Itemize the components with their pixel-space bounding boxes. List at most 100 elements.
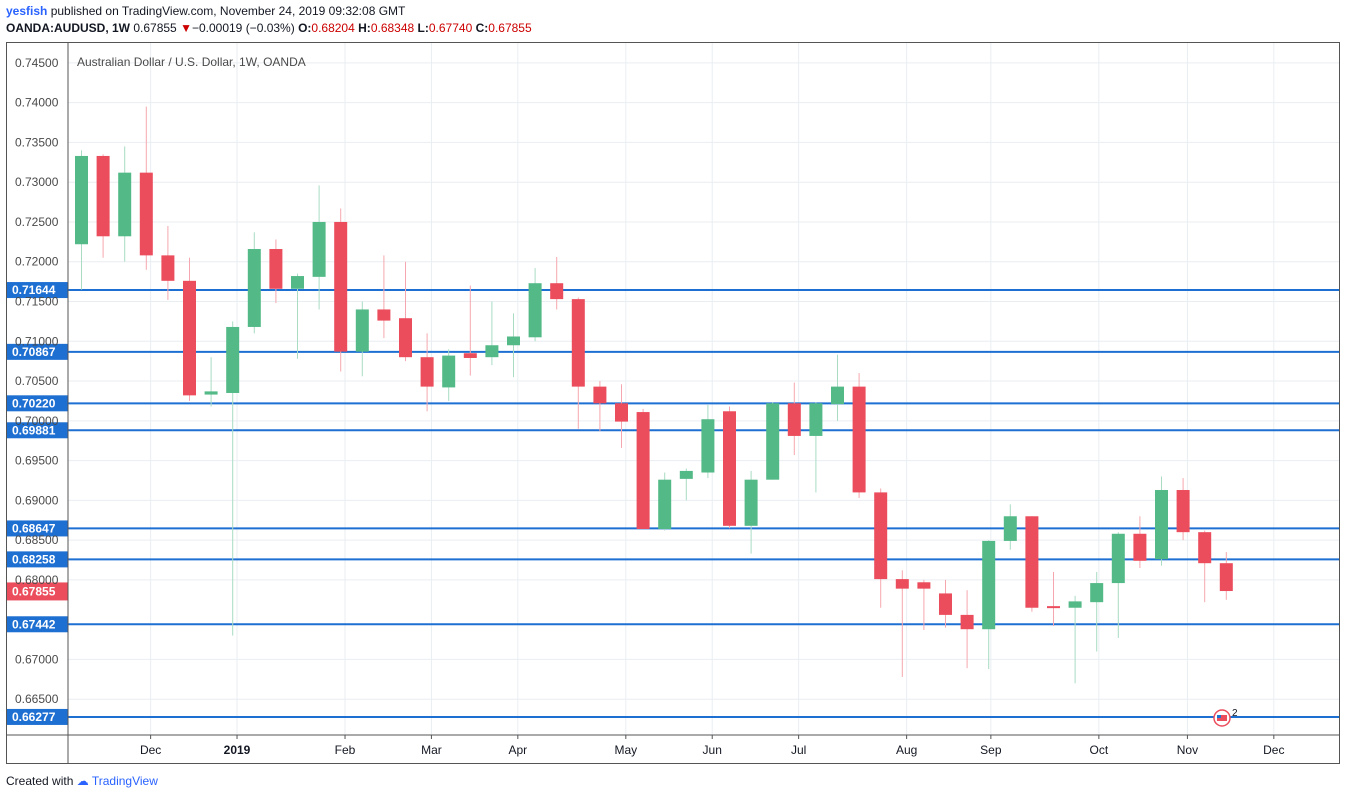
candle-body xyxy=(1047,606,1060,609)
chart-title: Australian Dollar / U.S. Dollar, 1W, OAN… xyxy=(77,55,306,69)
level-price-label: 0.70220 xyxy=(12,396,56,410)
tradingview-logo-icon: ☁ xyxy=(76,774,89,788)
candle-body xyxy=(766,403,780,480)
candle-body xyxy=(1068,601,1082,608)
candle-body xyxy=(939,593,952,615)
candle-body xyxy=(917,582,931,589)
y-tick-label: 0.70000 xyxy=(15,414,59,428)
candle-body xyxy=(204,391,218,395)
candle-body xyxy=(1090,583,1104,603)
candle-body xyxy=(679,470,693,479)
candle-body xyxy=(1133,533,1147,561)
chart-frame[interactable]: 0.71644 0.70867 0.70220 0.69881 0.68647 0.682… xyxy=(6,42,1340,764)
high-value: 0.68348 xyxy=(370,21,415,35)
chart-header: yesfish published on TradingView.com, No… xyxy=(6,3,532,37)
candle-body xyxy=(334,221,348,352)
candle-body xyxy=(377,309,391,321)
candle-body xyxy=(463,353,477,358)
candle-body xyxy=(701,419,715,473)
flag-event-icon[interactable]: 2 xyxy=(1213,708,1238,727)
candle-body xyxy=(399,318,412,358)
candle-body xyxy=(1111,533,1125,584)
x-tick-label: Dec xyxy=(1263,743,1284,757)
published-text: published on TradingView.com, November 2… xyxy=(50,4,406,18)
candle-body xyxy=(571,299,585,387)
candle-body xyxy=(787,403,801,436)
y-tick-label: 0.74000 xyxy=(15,96,59,110)
candle-body xyxy=(139,172,153,256)
author-link[interactable]: yesfish xyxy=(6,4,48,18)
x-tick-label: Nov xyxy=(1177,743,1198,757)
candle-body xyxy=(658,479,672,529)
candle-body xyxy=(312,221,326,277)
y-tick-label: 0.68000 xyxy=(15,573,59,587)
y-tick-label: 0.68500 xyxy=(15,533,59,547)
y-tick-label: 0.70500 xyxy=(15,374,59,388)
level-price-tag xyxy=(7,708,68,725)
level-price-label: 0.66277 xyxy=(12,710,56,724)
change-value: −0.00019 (−0.03%) xyxy=(191,21,295,35)
level-price-label: 0.70867 xyxy=(12,345,56,359)
last-price-label: 0.67855 xyxy=(12,584,56,598)
candle-body xyxy=(118,172,132,237)
y-tick-label: 0.69500 xyxy=(15,454,59,468)
candle-body xyxy=(161,255,175,281)
candle-body xyxy=(1176,490,1190,533)
candle-body xyxy=(960,614,974,630)
x-tick-label: Jun xyxy=(703,743,722,757)
candle-body xyxy=(355,309,369,352)
low-value: 0.67740 xyxy=(428,21,473,35)
y-tick-label: 0.73000 xyxy=(15,175,59,189)
change-down-arrow-icon: ▼ xyxy=(180,21,192,35)
open-label: O: xyxy=(298,21,312,35)
y-tick-label: 0.71500 xyxy=(15,295,59,309)
symbol-label: OANDA:AUDUSD, 1W xyxy=(6,21,130,35)
axis-labels: 0.74500 0.74000 0.73500 0.73000 0.72500 0.720… xyxy=(15,56,1284,757)
x-tick-label: May xyxy=(614,743,637,757)
candle-body xyxy=(96,155,110,237)
price-chart[interactable]: 0.71644 0.70867 0.70220 0.69881 0.68647 0.682… xyxy=(7,43,1339,763)
x-tick-label: Mar xyxy=(421,743,442,757)
tradingview-brand-link[interactable]: TradingView xyxy=(91,774,158,788)
y-tick-label: 0.69000 xyxy=(15,493,59,507)
close-value: 0.67855 xyxy=(488,21,532,35)
last-price: 0.67855 xyxy=(133,21,177,35)
level-price-label: 0.68258 xyxy=(12,552,56,566)
candle-body xyxy=(291,276,304,289)
level-price-label: 0.67442 xyxy=(12,617,56,631)
grid xyxy=(68,43,1339,739)
low-label: L: xyxy=(417,21,429,35)
flag-event-stripes xyxy=(1217,715,1227,721)
x-tick-label: 2019 xyxy=(224,743,251,757)
x-tick-label: Feb xyxy=(335,743,356,757)
close-label: C: xyxy=(475,21,489,35)
candle-body xyxy=(723,411,736,526)
y-tick-label: 0.74500 xyxy=(15,56,59,70)
y-tick-label: 0.72500 xyxy=(15,215,59,229)
x-tick-label: Dec xyxy=(140,743,161,757)
level-price-tag xyxy=(7,343,68,360)
candle-body xyxy=(1003,516,1017,541)
candle-body xyxy=(744,479,758,526)
high-label: H: xyxy=(358,21,371,35)
candle-body xyxy=(269,249,283,289)
candles xyxy=(75,106,1233,684)
created-with-text: Created with xyxy=(6,774,74,788)
x-tick-label: Jul xyxy=(791,743,806,757)
candle-body xyxy=(75,155,88,245)
x-tick-label: Aug xyxy=(896,743,917,757)
x-tick-label: Oct xyxy=(1090,743,1109,757)
ohlc-line: OANDA:AUDUSD, 1W 0.67855 ▼−0.00019 (−0.0… xyxy=(6,20,532,37)
candle-body xyxy=(1219,563,1233,592)
level-price-tag xyxy=(7,551,68,568)
candle-body xyxy=(226,326,240,393)
candle-body xyxy=(247,249,261,327)
candle-body xyxy=(507,336,520,346)
y-tick-label: 0.72000 xyxy=(15,255,59,269)
last-price-tag xyxy=(7,582,68,601)
candle-body xyxy=(485,345,499,358)
candle-body xyxy=(895,579,909,589)
candle-body xyxy=(528,283,542,338)
candle-body xyxy=(831,386,844,405)
y-tick-label: 0.71000 xyxy=(15,334,59,348)
